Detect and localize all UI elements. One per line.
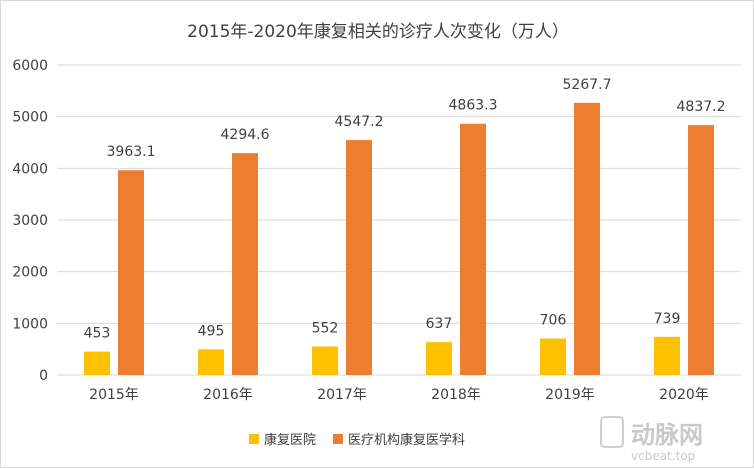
bars [84,102,714,376]
watermark: 动脉网 vcbeat.top [600,416,703,463]
bar-rehab-department-5 [574,102,600,375]
bar-rehab-hospital-1 [84,351,110,375]
data-label: 4547.2 [335,114,384,130]
bar-rehab-department-2 [232,153,258,375]
data-label: 453 [84,326,111,342]
watermark-logo-text: 动脉网 [631,421,703,449]
y-tick-label: 1000 [12,316,48,332]
bar-rehab-hospital-6 [654,336,680,375]
data-label: 5267.7 [563,77,612,93]
x-tick-label: 2018年 [431,387,481,403]
data-label: 495 [198,323,225,339]
data-label: 706 [540,313,567,329]
legend-swatch [249,434,259,444]
x-axis-ticks: 2015年 2016年 2017年 2018年 2019年 2020年 [89,387,709,403]
watermark-url: vcbeat.top [631,449,695,463]
bar-rehab-hospital-3 [312,346,338,375]
data-label: 637 [426,316,453,332]
y-tick-label: 2000 [12,265,48,281]
y-axis-ticks: 0 1000 2000 3000 4000 5000 6000 [12,58,48,384]
data-label: 552 [312,320,339,336]
legend-swatch [333,434,343,444]
data-label: 4837.2 [677,99,726,115]
bar-rehab-department-6 [688,125,714,375]
x-tick-label: 2016年 [203,387,253,403]
legend-label: 医疗机构康复医学科 [348,432,465,448]
chart-title: 2015年-2020年康复相关的诊疗人次变化（万人） [187,22,569,42]
data-label: 4863.3 [449,98,498,114]
x-tick-label: 2015年 [89,387,139,403]
bar-rehab-department-1 [118,170,144,375]
bar-rehab-hospital-4 [426,342,452,375]
bar-rehab-hospital-5 [540,338,566,375]
y-tick-label: 5000 [12,110,48,126]
bar-rehab-hospital-2 [198,349,224,375]
data-labels: 453 3963.1 495 4294.6 552 4547.2 637 4863.3 706 5… [84,77,726,342]
y-tick-label: 0 [39,368,48,384]
legend-label: 康复医院 [264,432,316,448]
y-tick-label: 4000 [12,161,48,177]
y-tick-label: 6000 [12,58,48,74]
data-label: 3963.1 [107,144,156,160]
watermark-logo-icon [600,416,624,448]
x-tick-label: 2020年 [659,387,709,403]
bar-rehab-department-4 [460,123,486,376]
data-label: 4294.6 [221,127,270,143]
data-label: 739 [654,311,681,327]
bar-rehab-department-3 [346,140,372,375]
gridlines [57,64,741,376]
x-tick-label: 2017年 [317,387,367,403]
y-tick-label: 3000 [12,213,48,229]
x-tick-label: 2019年 [545,387,595,403]
legend: 康复医院 医疗机构康复医学科 [249,432,465,448]
